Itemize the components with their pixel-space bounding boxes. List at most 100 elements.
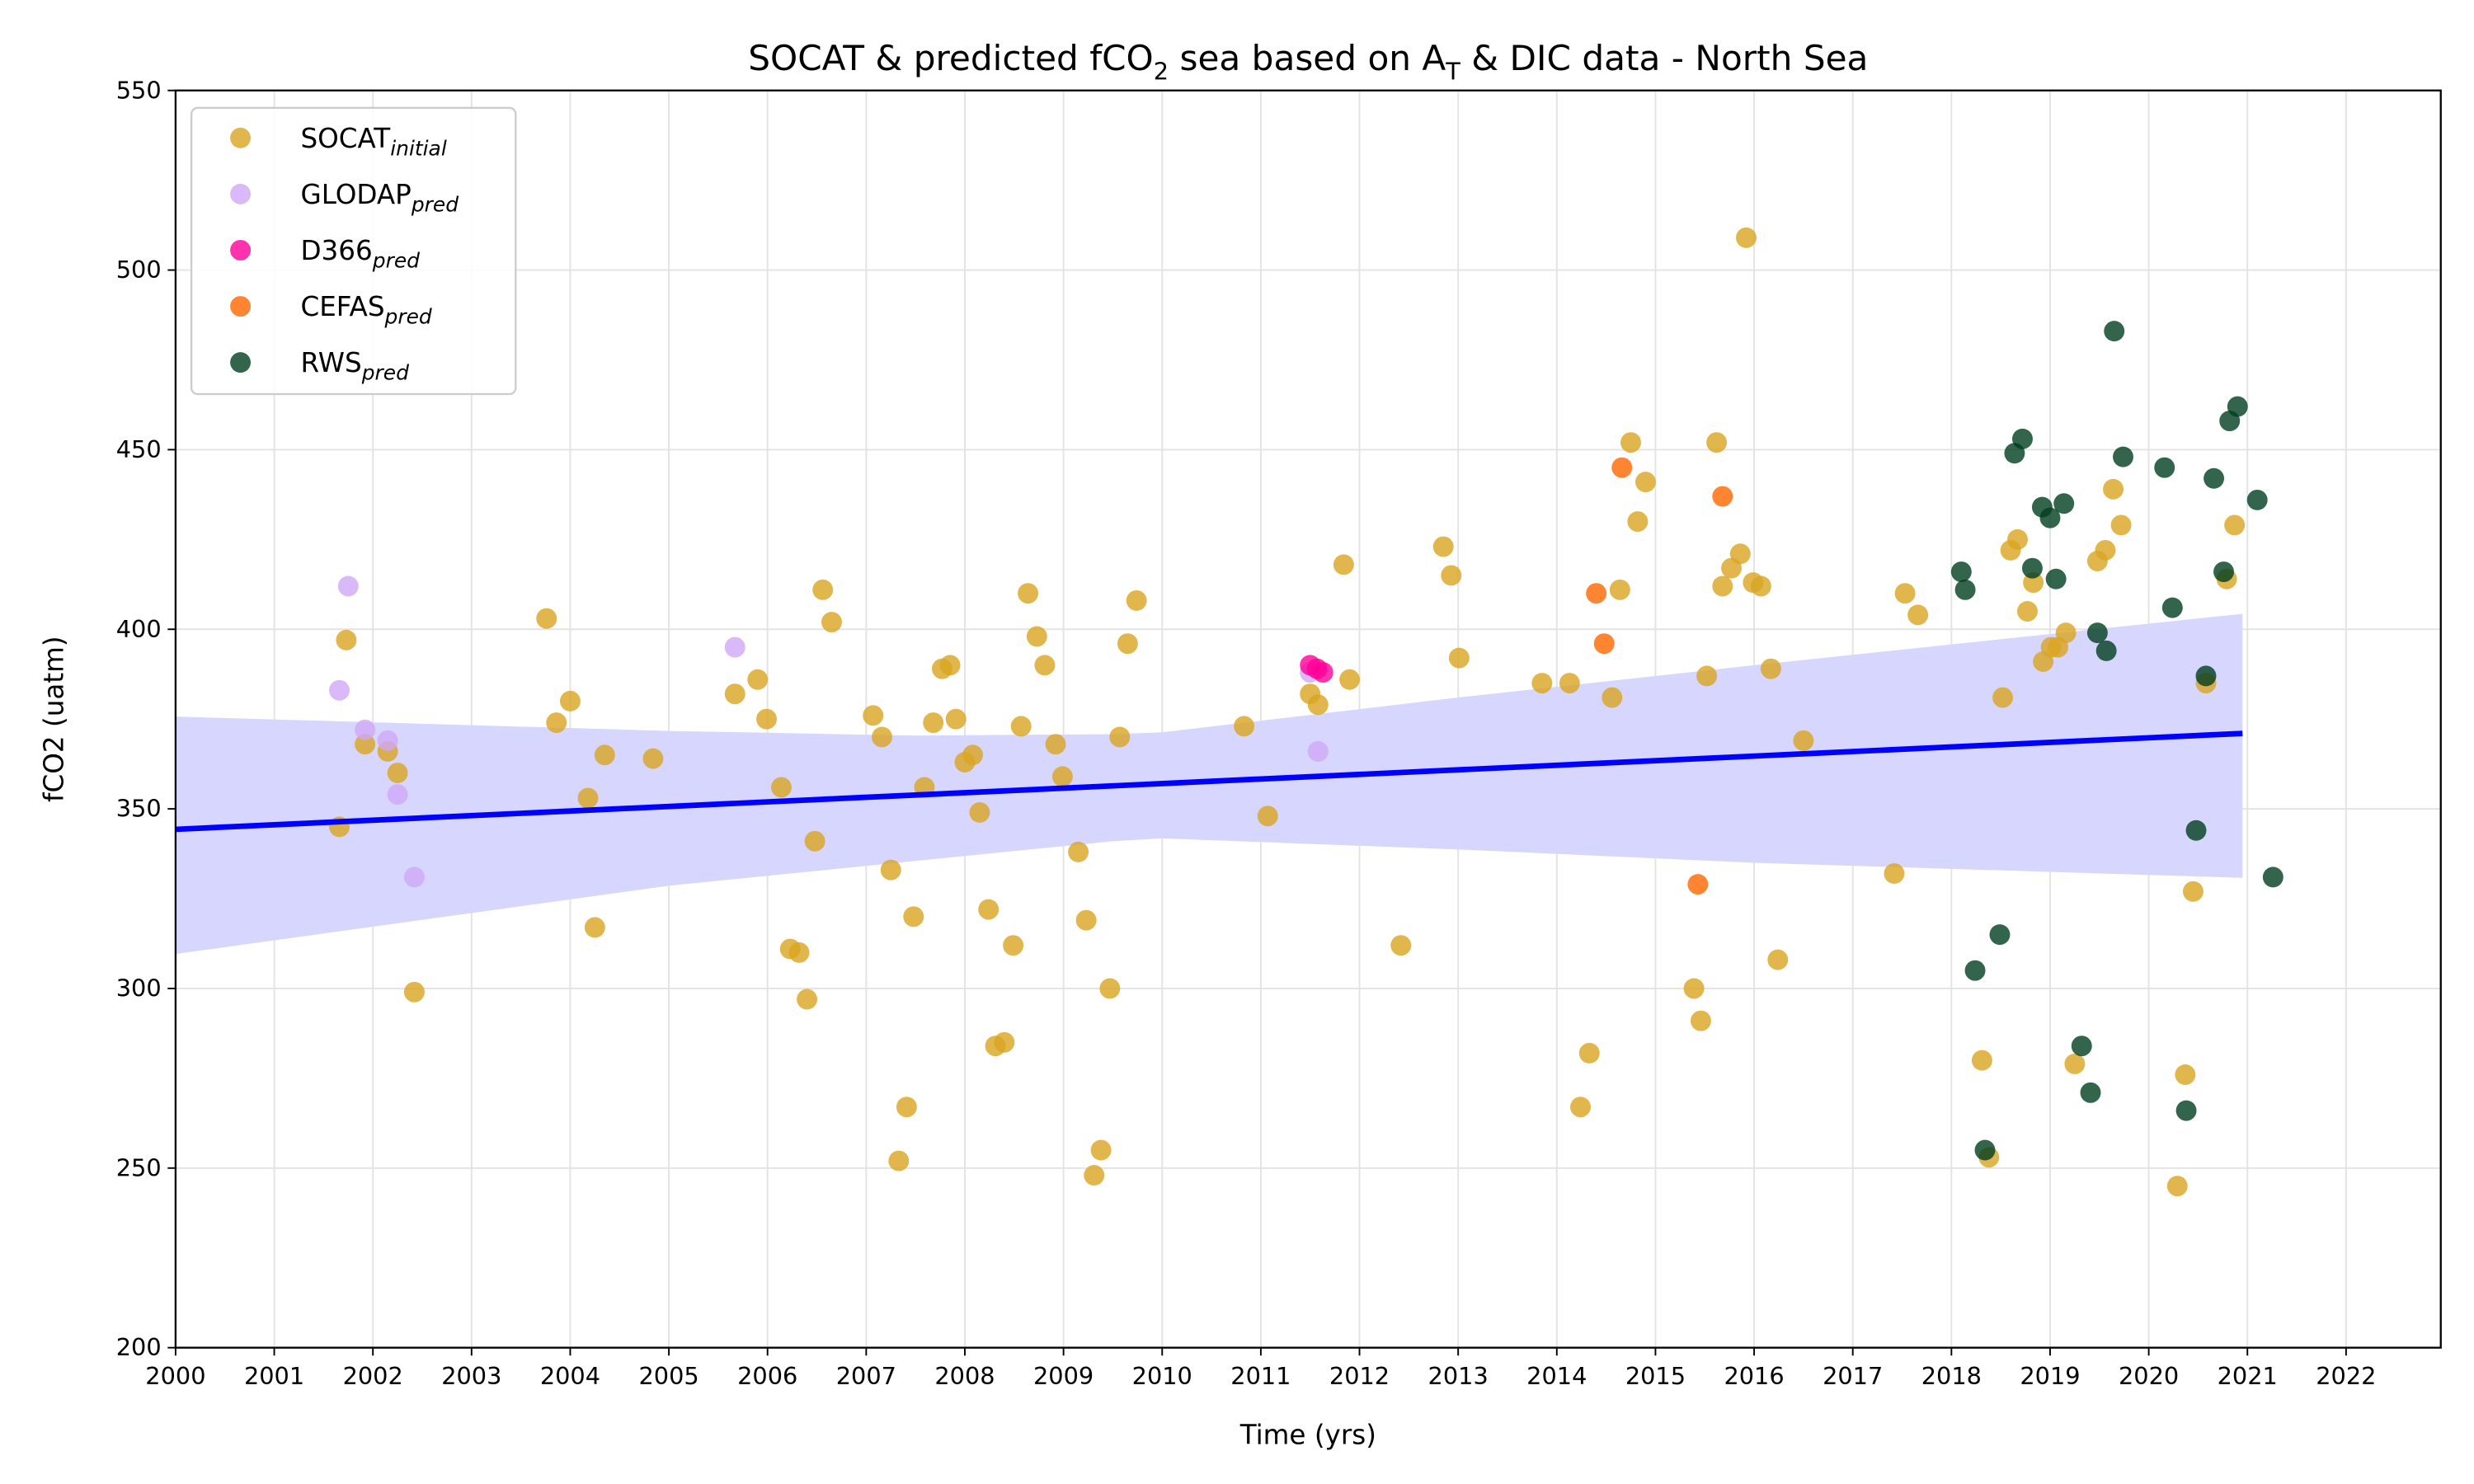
data-point xyxy=(788,942,810,963)
data-point xyxy=(978,899,999,920)
x-tick-label: 2006 xyxy=(737,1362,797,1390)
legend-name: SOCAT xyxy=(300,123,390,154)
x-tick-label: 2022 xyxy=(2316,1362,2376,1390)
data-point xyxy=(1570,1097,1591,1118)
data-point xyxy=(1611,457,1633,478)
data-point xyxy=(969,801,990,823)
regression-line xyxy=(175,730,2243,833)
data-point xyxy=(1894,583,1916,604)
x-tick-label: 2007 xyxy=(836,1362,896,1390)
title-part: & DIC data - North Sea xyxy=(1460,38,1869,78)
data-point xyxy=(1448,647,1470,669)
legend-marker xyxy=(230,183,252,204)
data-point xyxy=(2016,601,2038,622)
data-point xyxy=(2021,557,2043,579)
data-point xyxy=(2166,1176,2188,1197)
data-point xyxy=(1586,583,1607,604)
data-point xyxy=(1964,960,1986,981)
data-point xyxy=(1907,604,1929,626)
x-tick-label: 2012 xyxy=(1329,1362,1390,1390)
data-point xyxy=(747,669,769,690)
data-point xyxy=(1234,716,1255,737)
data-point xyxy=(1602,687,1623,708)
legend-subscript: pred xyxy=(361,361,409,385)
data-point xyxy=(2104,321,2125,342)
x-tick-label: 2010 xyxy=(1132,1362,1192,1390)
data-point xyxy=(559,690,581,711)
data-point xyxy=(771,777,792,798)
data-point xyxy=(2055,622,2077,644)
data-point xyxy=(387,763,408,784)
data-point xyxy=(2086,622,2108,644)
legend-subscript: initial xyxy=(390,136,447,160)
data-point xyxy=(821,612,842,633)
data-point xyxy=(1884,863,1905,885)
data-point xyxy=(1257,805,1278,827)
data-point xyxy=(2045,568,2067,589)
data-point xyxy=(1307,740,1329,762)
data-point xyxy=(2039,507,2061,528)
data-point xyxy=(355,719,376,740)
legend-box xyxy=(190,106,517,396)
data-point xyxy=(1578,1042,1600,1064)
x-tick-label: 2018 xyxy=(1921,1362,1982,1390)
data-point xyxy=(2246,489,2268,510)
x-tick-label: 2015 xyxy=(1625,1362,1686,1390)
data-point xyxy=(1126,589,1147,611)
x-tick-label: 2016 xyxy=(1724,1362,1784,1390)
data-point xyxy=(1712,575,1733,597)
x-tick-label: 2002 xyxy=(343,1362,403,1390)
data-point xyxy=(2064,1053,2086,1074)
legend-label: RWSpred xyxy=(300,347,409,385)
y-tick-label: 550 xyxy=(116,76,162,104)
y-tick-label: 250 xyxy=(116,1153,162,1181)
data-point xyxy=(1593,633,1615,655)
data-point xyxy=(1003,935,1024,956)
data-point xyxy=(2161,597,2183,618)
x-tick-label: 2003 xyxy=(441,1362,501,1390)
x-tick-label: 2011 xyxy=(1230,1362,1291,1390)
data-point xyxy=(1609,579,1630,600)
data-point xyxy=(1109,726,1131,748)
data-point xyxy=(1683,978,1705,999)
y-axis-label: fCO2 (uatm) xyxy=(39,636,70,802)
data-point xyxy=(355,734,376,755)
chart-title: SOCAT & predicted fCO2 sea based on AT &… xyxy=(748,38,1868,86)
x-tick-label: 2009 xyxy=(1033,1362,1094,1390)
data-point xyxy=(2071,1036,2092,1057)
data-point xyxy=(546,712,567,734)
data-point xyxy=(1974,1139,1996,1161)
data-point xyxy=(1634,472,1656,493)
data-point xyxy=(1312,662,1333,683)
data-point xyxy=(1441,565,1462,586)
data-point xyxy=(1712,486,1733,507)
data-point xyxy=(1736,227,1757,248)
data-point xyxy=(1767,949,1789,970)
data-point xyxy=(1696,665,1718,687)
data-point xyxy=(1706,432,1728,453)
legend-subscript: pred xyxy=(384,305,432,329)
data-point xyxy=(2113,446,2133,467)
data-point xyxy=(1793,730,1814,751)
data-point xyxy=(1117,633,1138,655)
x-tick-label: 2017 xyxy=(1823,1362,1883,1390)
data-point xyxy=(880,859,901,881)
data-point xyxy=(2175,1100,2197,1121)
data-point xyxy=(1531,673,1553,694)
data-point xyxy=(1620,432,1641,453)
x-tick-label: 2001 xyxy=(244,1362,304,1390)
data-point xyxy=(872,726,892,748)
data-point xyxy=(1307,694,1329,716)
x-tick-label: 2020 xyxy=(2119,1362,2179,1390)
data-point xyxy=(2204,467,2225,489)
data-point xyxy=(1333,554,1354,575)
data-point xyxy=(863,705,884,726)
title-part: SOCAT & predicted fCO xyxy=(748,38,1154,78)
title-part: sea based on A xyxy=(1169,38,1446,78)
data-point xyxy=(1390,935,1412,956)
data-point xyxy=(888,1150,910,1172)
x-axis-label: Time (yrs) xyxy=(1239,1420,1376,1451)
data-point xyxy=(1018,583,1039,604)
